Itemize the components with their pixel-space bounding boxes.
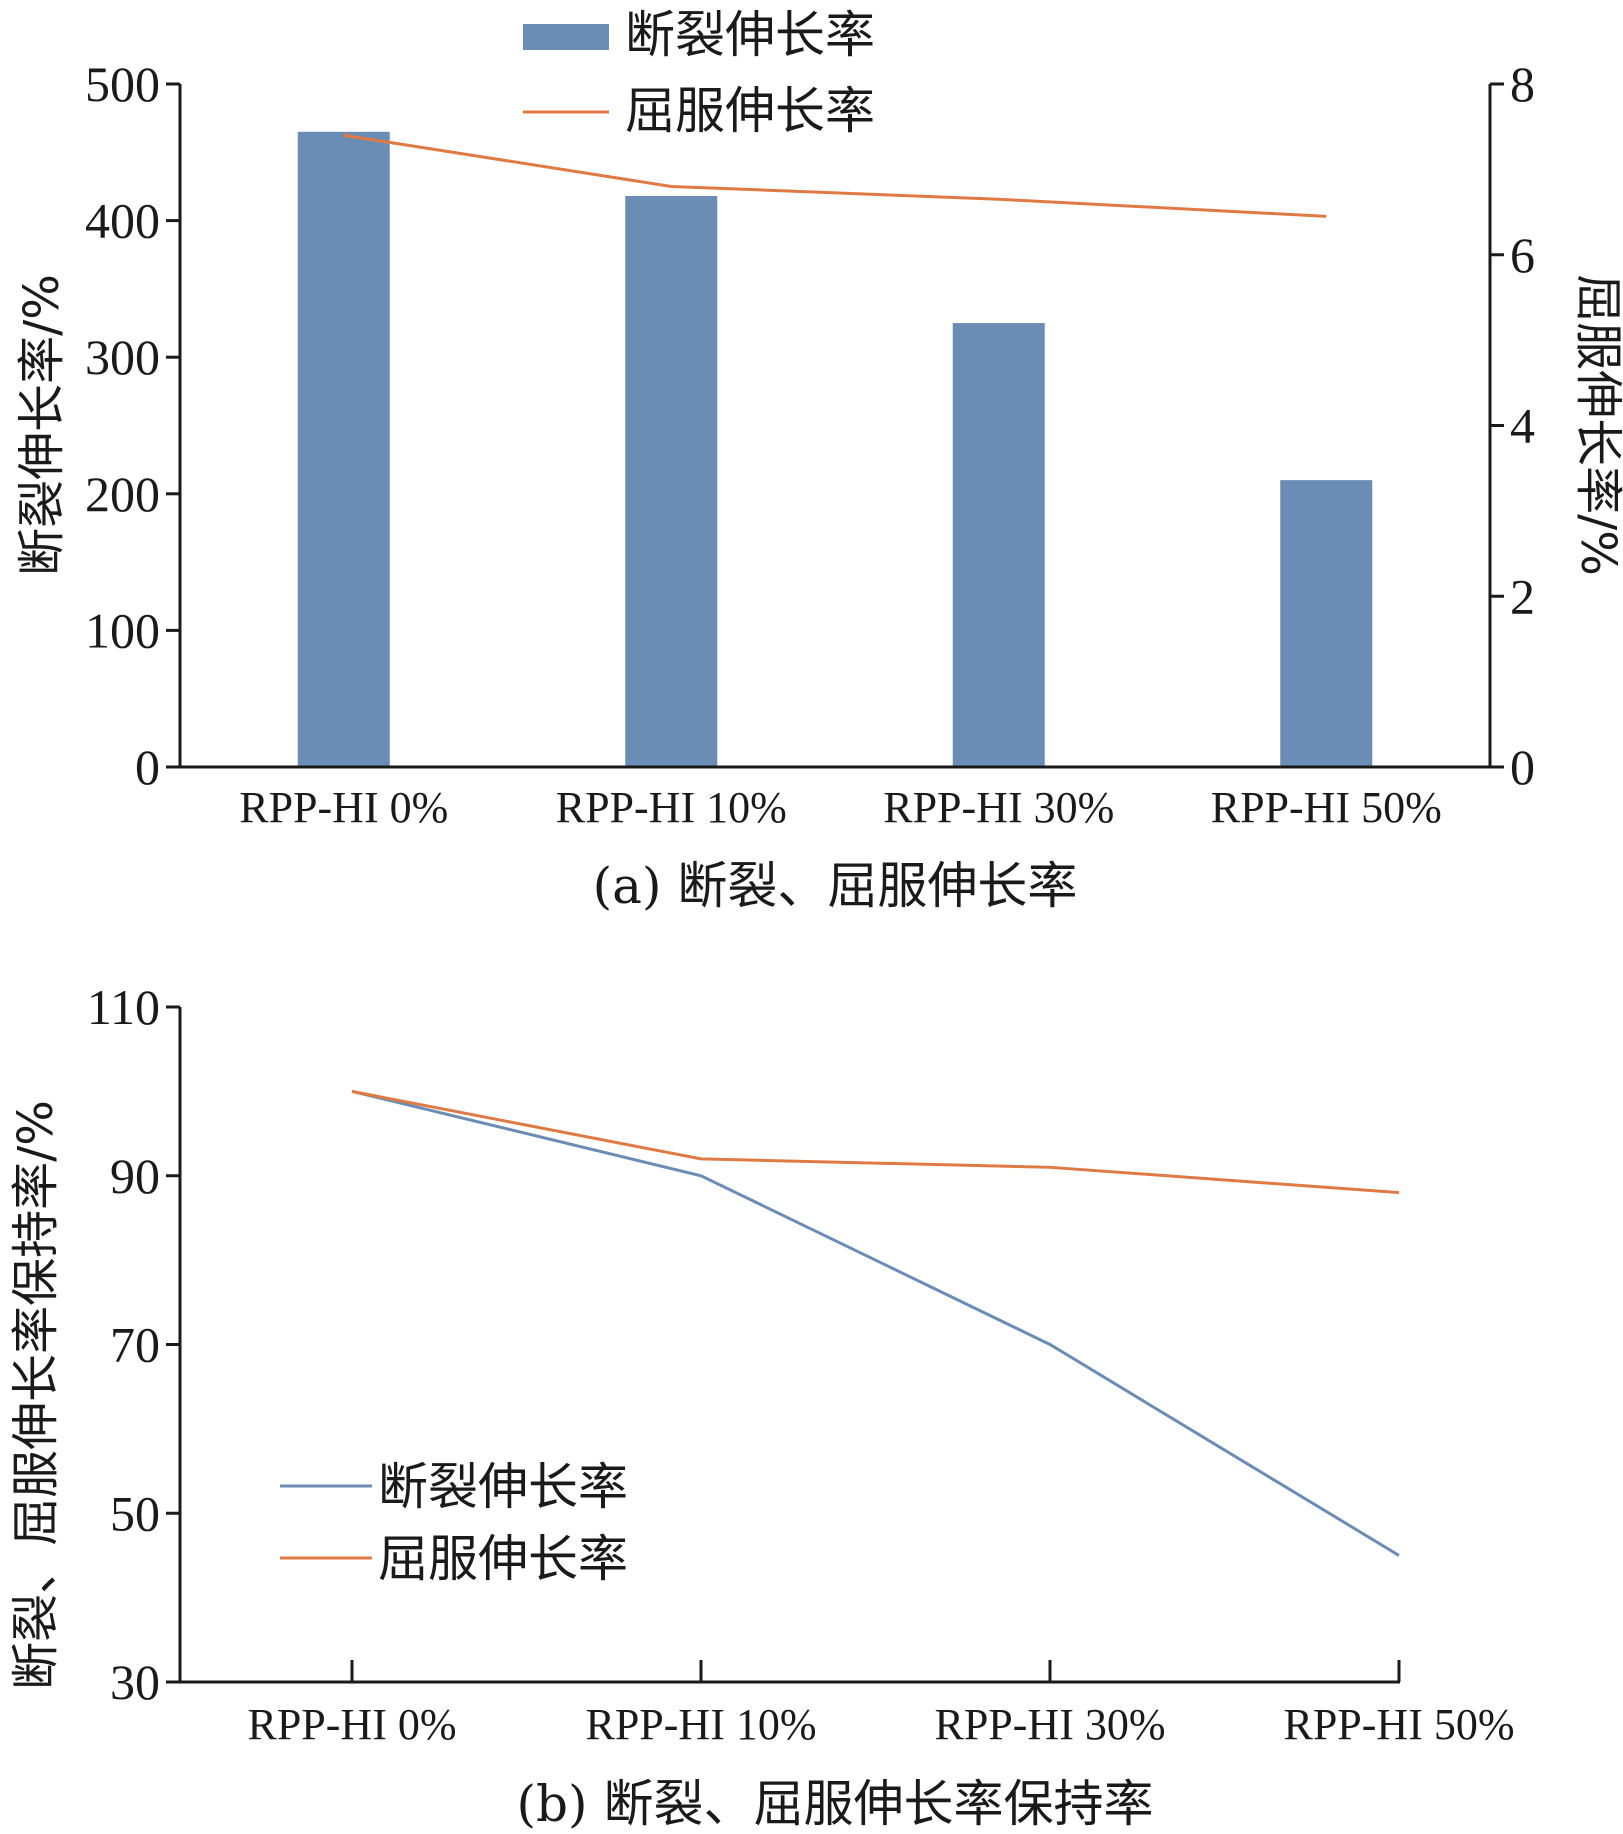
legend-b: 断裂伸长率 屈服伸长率 (280, 1458, 628, 1588)
panel-a: 断裂伸长率 屈服伸长率 0 100 200 300 400 500 0 2 4 6 8 RPP-H… (14, 6, 1623, 915)
panel-b-caption: (b) 断裂、屈服伸长率保持率 (517, 1775, 1154, 1833)
panel-b-break-line (351, 1089, 1400, 1557)
y2-tick-label: 6 (1510, 227, 1535, 283)
y-tick-label: 30 (110, 1654, 160, 1710)
y2-tick-label: 2 (1510, 568, 1535, 624)
x-category-label: RPP-HI 30% (883, 783, 1114, 832)
panel-a-right-ticks: 0 2 4 6 8 (1490, 56, 1535, 795)
bar-1 (625, 196, 718, 768)
y2-tick-label: 8 (1510, 56, 1535, 112)
x-category-label: RPP-HI 50% (1283, 1700, 1514, 1749)
panel-a-bars (297, 131, 1373, 768)
legend-a-label-0: 断裂伸长率 (625, 6, 875, 64)
bar-3 (1280, 480, 1373, 767)
legend-a: 断裂伸长率 屈服伸长率 (523, 6, 875, 140)
panel-a-caption: (a) 断裂、屈服伸长率 (593, 857, 1078, 915)
panel-a-yield-line (343, 133, 1327, 218)
legend-b-label-1: 屈服伸长率 (378, 1530, 628, 1588)
y-tick-label: 500 (85, 56, 160, 112)
panel-a-y2-axis-title: 屈服伸长率/% (1570, 274, 1623, 576)
x-category-label: RPP-HI 0% (247, 1700, 456, 1749)
y-tick-label: 100 (85, 602, 160, 658)
panel-b-x-ticks (350, 1660, 1401, 1682)
y-tick-label: 300 (85, 329, 160, 385)
bar-2 (952, 323, 1045, 767)
panel-b-yield-line (351, 1089, 1400, 1195)
panel-b-y-ticks: 30 50 70 90 110 (87, 979, 180, 1710)
x-category-label: RPP-HI 10% (556, 783, 787, 832)
legend-a-label-1: 屈服伸长率 (625, 82, 875, 140)
legend-a-bar-swatch (523, 24, 609, 50)
x-category-label: RPP-HI 50% (1211, 783, 1442, 832)
x-category-label: RPP-HI 10% (585, 1700, 816, 1749)
y-tick-label: 90 (110, 1148, 160, 1204)
bar-0 (297, 131, 390, 767)
y-tick-label: 110 (87, 979, 160, 1035)
y-tick-label: 400 (85, 193, 160, 249)
x-category-label: RPP-HI 30% (934, 1700, 1165, 1749)
panel-b: 30 50 70 90 110 RPP-HI 0% RPP-HI 10% RPP-HI 30… (8, 979, 1515, 1833)
legend-b-label-0: 断裂伸长率 (378, 1458, 628, 1516)
y2-tick-label: 4 (1510, 398, 1535, 454)
panel-b-y-axis-title: 断裂、屈服伸长率保持率/% (8, 1100, 64, 1690)
panel-b-category-labels: RPP-HI 0% RPP-HI 10% RPP-HI 30% RPP-HI 50% (247, 1700, 1514, 1749)
y-tick-label: 70 (110, 1317, 160, 1373)
x-category-label: RPP-HI 0% (239, 783, 448, 832)
panel-a-category-labels: RPP-HI 0% RPP-HI 10% RPP-HI 30% RPP-HI 50% (239, 783, 1442, 832)
y-tick-label: 0 (135, 739, 160, 795)
y-tick-label: 50 (110, 1485, 160, 1541)
panel-a-left-ticks: 0 100 200 300 400 500 (85, 56, 180, 795)
y2-tick-label: 0 (1510, 739, 1535, 795)
y-tick-label: 200 (85, 466, 160, 522)
panel-a-y-axis-title: 断裂伸长率/% (14, 274, 70, 576)
